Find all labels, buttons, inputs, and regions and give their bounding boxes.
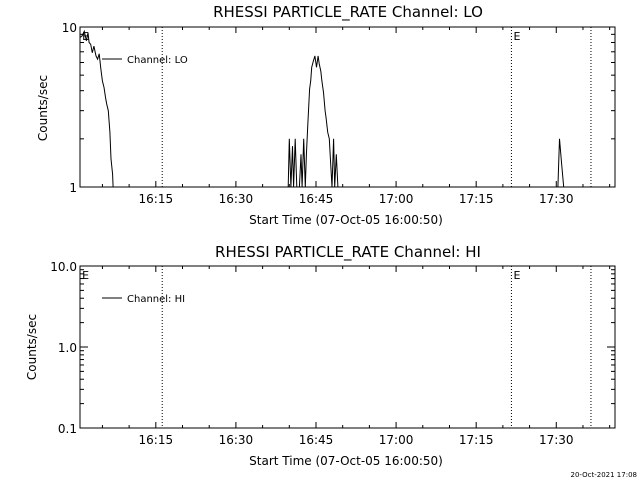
footer-timestamp: 20-Oct-2021 17:08 (570, 471, 637, 479)
x-tick-label: 17:30 (539, 192, 574, 206)
x-tick-label: 16:45 (299, 433, 334, 447)
y-axis-label: Counts/sec (25, 314, 39, 380)
event-annotation: E (82, 269, 89, 282)
series-line (287, 55, 348, 188)
x-axis-label: Start Time (07-Oct-05 16:00:50) (249, 454, 443, 468)
x-tick-label: 16:15 (139, 433, 174, 447)
legend-label: Channel: HI (127, 294, 185, 305)
event-annotation: E (513, 30, 520, 43)
plot-marks: 16:15 16:30 16:45 17:00 17:15 17:30 0.1 1.0 10.0… (50, 260, 615, 447)
x-tick-label: 16:45 (299, 192, 334, 206)
x-tick-label: 17:15 (459, 433, 494, 447)
x-tick-label: 17:15 (459, 192, 494, 206)
chart-title: RHESSI PARTICLE_RATE Channel: LO (213, 3, 483, 22)
event-annotation: E (513, 269, 520, 282)
legend: Channel: LO (102, 55, 188, 66)
legend: Channel: HI (102, 294, 185, 305)
y-tick-label: 1.0 (58, 341, 77, 355)
legend-label: Channel: LO (127, 55, 188, 66)
y-axis-label: Counts/sec (36, 75, 50, 141)
series-line (557, 138, 565, 188)
y-tick-label: 1 (69, 181, 77, 195)
series-line (79, 29, 114, 188)
x-tick-label: 16:30 (219, 192, 254, 206)
y-tick-label: 10.0 (50, 260, 77, 274)
plot-frame (79, 26, 616, 188)
x-tick-label: 16:30 (219, 433, 254, 447)
y-tick-label: 10 (62, 21, 77, 35)
chart-panel-hi: RHESSI PARTICLE_RATE Channel: HI Counts/… (25, 243, 616, 468)
x-tick-label: 17:00 (379, 433, 414, 447)
x-tick-label: 17:30 (539, 433, 574, 447)
x-axis-label: Start Time (07-Oct-05 16:00:50) (249, 213, 443, 227)
y-tick-label: 0.1 (58, 422, 77, 436)
chart-panel-lo: RHESSI PARTICLE_RATE Channel: LO Counts/… (36, 3, 616, 227)
x-tick-label: 16:15 (139, 192, 174, 206)
chart-title: RHESSI PARTICLE_RATE Channel: HI (215, 243, 481, 262)
x-tick-label: 17:00 (379, 192, 414, 206)
plot-frame (79, 265, 616, 429)
